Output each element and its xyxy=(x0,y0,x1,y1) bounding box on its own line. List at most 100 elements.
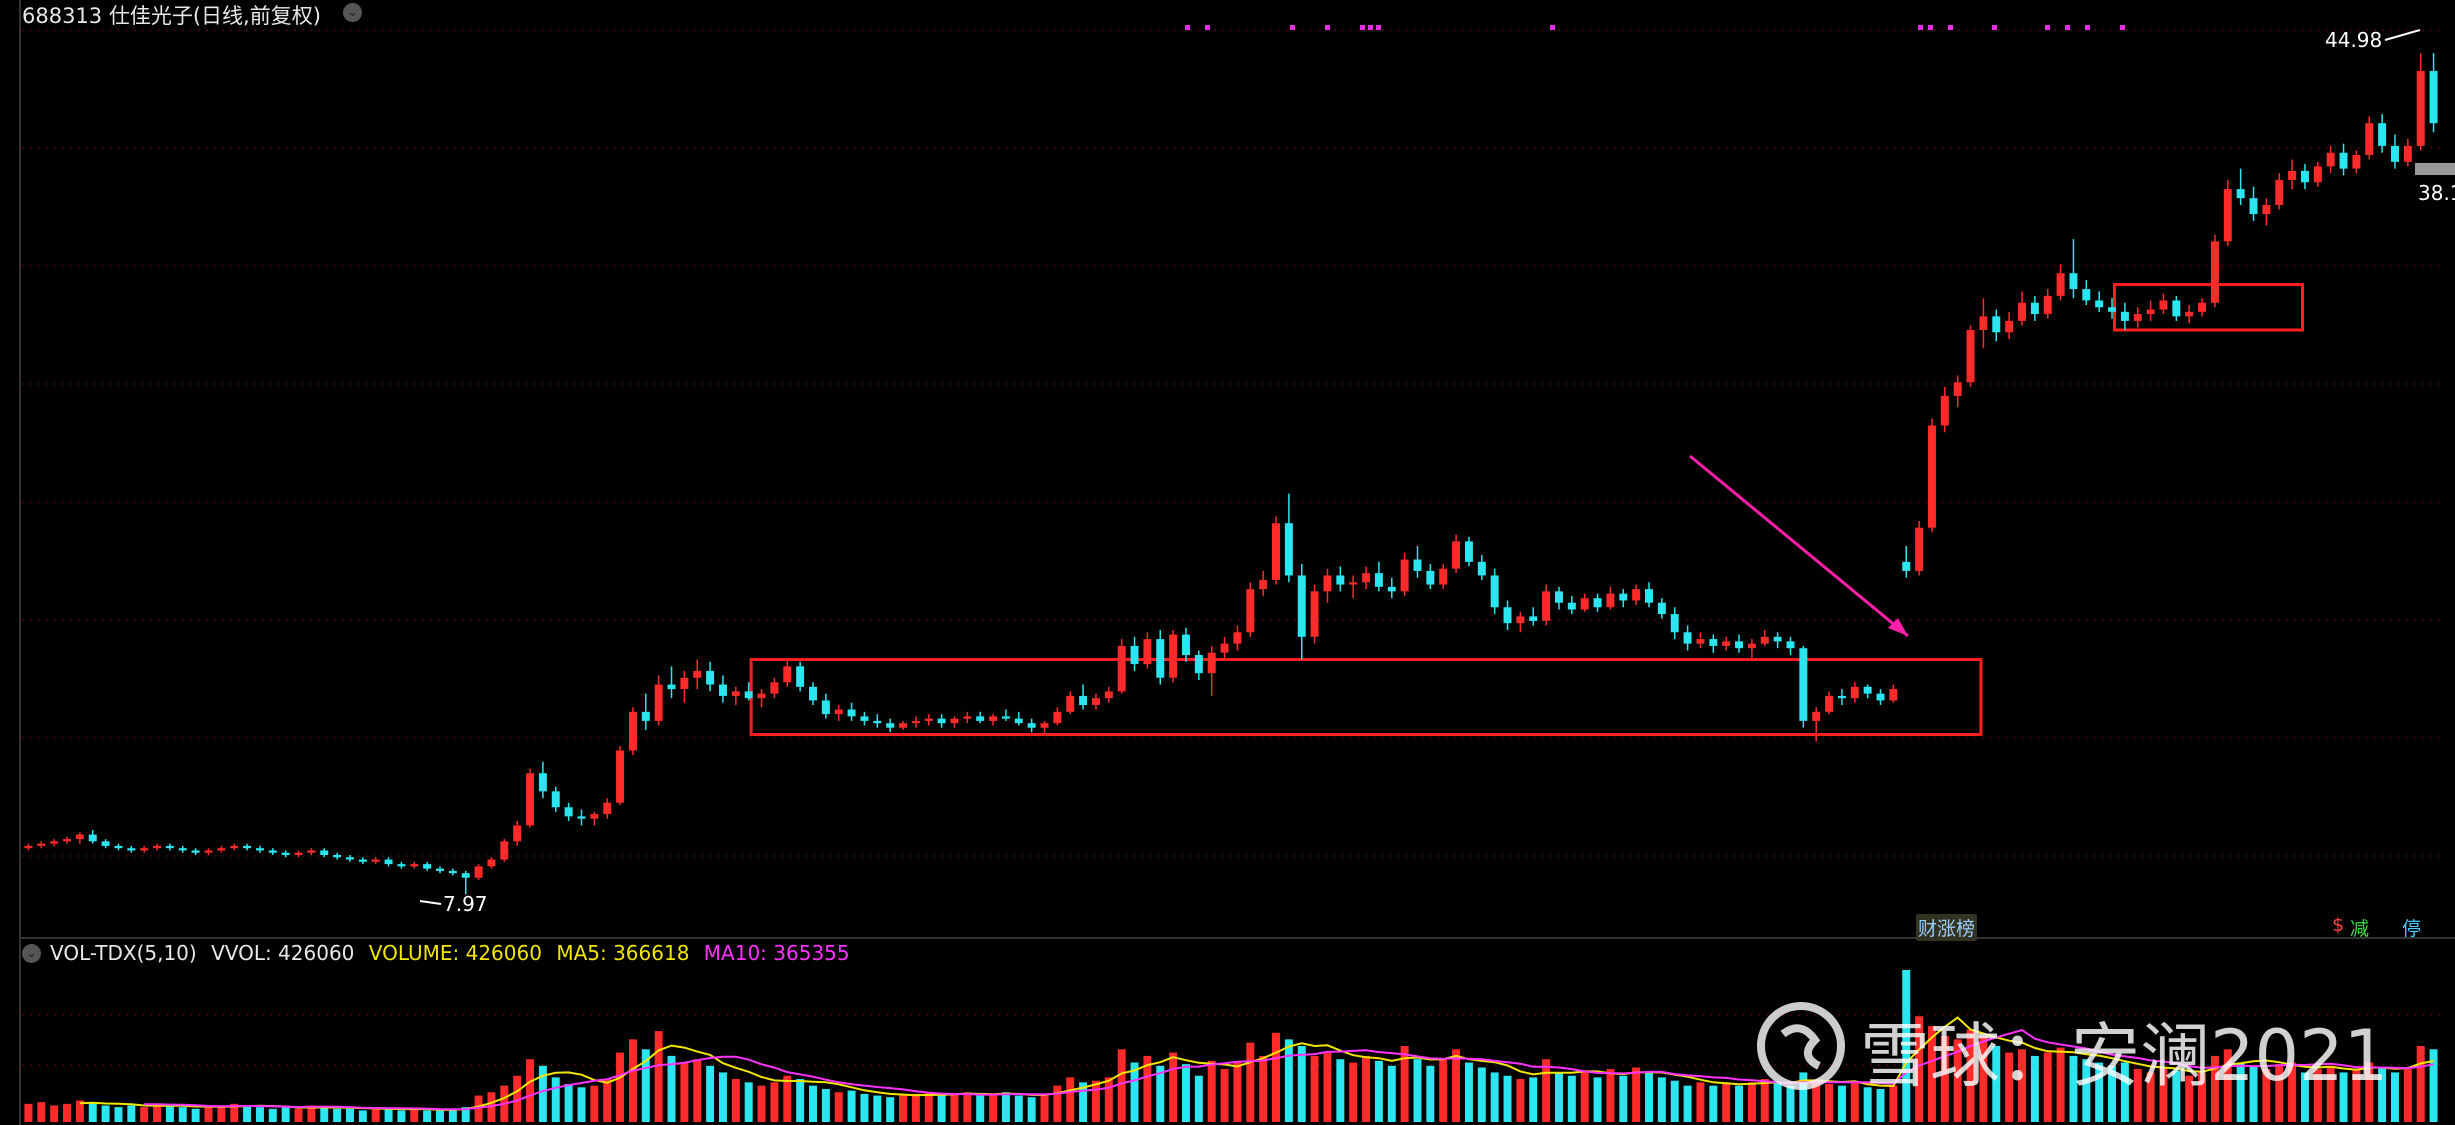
volume-bar xyxy=(2005,1052,2014,1122)
volume-bar xyxy=(1220,1069,1229,1122)
volume-bar xyxy=(1362,1055,1371,1122)
candle-body xyxy=(1902,561,1911,571)
candle-body xyxy=(2275,180,2284,205)
candle-body xyxy=(2378,123,2387,146)
volume-bar xyxy=(821,1088,830,1122)
candle-body xyxy=(178,848,187,851)
candle-body xyxy=(2056,273,2065,296)
volume-bar xyxy=(1349,1062,1358,1122)
volume-bar xyxy=(2288,1062,2297,1122)
candle-body xyxy=(1169,634,1178,678)
volume-bar xyxy=(153,1103,162,1122)
volume-bar xyxy=(243,1105,252,1122)
volume-bar xyxy=(796,1079,805,1122)
volume-bar xyxy=(2056,1047,2065,1122)
candle-body xyxy=(950,718,959,724)
grid-lines xyxy=(22,29,2440,1066)
volume-bar xyxy=(1169,1052,1178,1122)
candle-body xyxy=(1426,570,1435,585)
volume-bar xyxy=(1516,1079,1525,1122)
volume-bar xyxy=(2275,1064,2284,1122)
candle-body xyxy=(847,709,856,717)
candle-body xyxy=(2365,123,2374,155)
volume-bar xyxy=(333,1108,342,1122)
candle-body xyxy=(217,848,226,851)
volume-bar xyxy=(255,1107,264,1122)
candle-body xyxy=(2185,311,2194,317)
candle-body xyxy=(2159,300,2168,310)
snowball-logo-icon xyxy=(1757,1002,1845,1090)
candle-body xyxy=(590,814,599,819)
volume-bar xyxy=(2198,1072,2207,1122)
volume-bar xyxy=(1670,1080,1679,1122)
volume-bar xyxy=(1927,1026,1936,1122)
volume-bar xyxy=(873,1095,882,1122)
volume-bar xyxy=(127,1105,136,1122)
candle-body xyxy=(886,723,895,728)
volume-bar xyxy=(1632,1067,1641,1122)
candle-body xyxy=(2403,145,2412,162)
dollar-tag[interactable]: $ xyxy=(2332,914,2345,936)
candle-body xyxy=(2210,241,2219,303)
candle-body xyxy=(1040,723,1049,728)
candle-body xyxy=(654,684,663,721)
volume-bar xyxy=(2146,1072,2155,1122)
candle-body xyxy=(461,873,470,878)
volume-bar xyxy=(307,1105,316,1122)
halt-tag[interactable]: 停 xyxy=(2402,918,2422,940)
volume-bar xyxy=(384,1108,393,1122)
candle-body xyxy=(436,868,444,871)
low-price-arrow xyxy=(419,900,442,905)
volume-bar xyxy=(628,1039,637,1122)
volume-indicator-name: VOL-TDX(5,10) xyxy=(50,941,197,965)
volume-bar xyxy=(75,1100,84,1122)
volume-bar xyxy=(2262,1069,2271,1122)
candle-body xyxy=(24,845,33,849)
finance-rank-tag[interactable]: 财涨榜 xyxy=(1916,914,1978,941)
candle-body xyxy=(2429,70,2438,124)
candle-body xyxy=(1259,580,1268,590)
candle-body xyxy=(2108,307,2117,312)
candle-body xyxy=(1362,573,1371,583)
right-price-tag xyxy=(2415,163,2455,175)
volume-bar xyxy=(911,1093,920,1122)
volume-bar xyxy=(1992,1045,2001,1122)
volume-bar xyxy=(1426,1065,1435,1122)
candle-body xyxy=(1889,689,1898,701)
candle-body xyxy=(1027,723,1036,728)
volume-bar xyxy=(1593,1077,1602,1122)
candle-body xyxy=(2095,300,2104,308)
volume-bar xyxy=(1310,1055,1319,1122)
candle-body xyxy=(924,718,933,721)
volume-bar xyxy=(2120,1062,2129,1122)
volume-chevron-down-icon[interactable]: ⌄ xyxy=(22,944,41,963)
candle-body xyxy=(860,716,869,721)
candle-body xyxy=(371,859,380,862)
volume-bars-layer xyxy=(24,969,2438,1122)
candle-body xyxy=(796,666,805,687)
volume-bar xyxy=(1529,1077,1538,1122)
volume-bar xyxy=(114,1107,123,1122)
candle-body xyxy=(423,864,432,869)
signal-dot xyxy=(1948,25,1953,30)
volume-bar xyxy=(1735,1085,1744,1122)
candle-body xyxy=(1477,561,1486,576)
annotation-arrow xyxy=(1689,454,1909,638)
candle-body xyxy=(1786,641,1795,649)
volume-bar xyxy=(191,1108,200,1122)
volume-bar xyxy=(88,1102,97,1122)
volume-bar xyxy=(1477,1067,1486,1122)
signal-dot xyxy=(1368,25,1373,30)
candle-body xyxy=(2236,189,2245,199)
candle-body xyxy=(809,686,817,701)
volume-bar xyxy=(654,1031,663,1122)
reduce-tag[interactable]: 减 xyxy=(2350,918,2370,940)
candle-body xyxy=(1310,591,1319,637)
volume-bar xyxy=(989,1093,998,1122)
candle-body xyxy=(474,866,483,878)
volume-bar xyxy=(1181,1064,1190,1122)
chevron-down-icon[interactable]: ⌄ xyxy=(343,3,362,22)
candle-body xyxy=(268,850,277,853)
vvol-value: VVOL: 426060 xyxy=(211,941,355,965)
